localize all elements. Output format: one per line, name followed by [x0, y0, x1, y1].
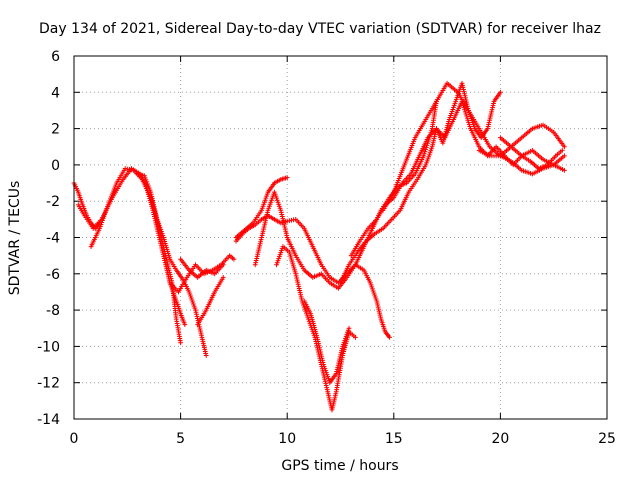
series-arc-12 [301, 298, 352, 386]
series-arc-16 [476, 122, 567, 159]
x-tick-label: 5 [176, 431, 185, 447]
data-points [71, 80, 567, 413]
data-point [498, 89, 503, 95]
series-arc-10 [252, 98, 439, 291]
y-tick-label: 6 [51, 49, 60, 65]
y-axis: -14 -12 -10 -8 -6 -4 -2 0 2 4 6 [37, 49, 607, 428]
y-tick-label: -2 [46, 194, 60, 210]
data-point [353, 334, 358, 340]
data-point [284, 175, 290, 181]
x-tick-label: 20 [491, 431, 509, 447]
y-axis-label: SDTVAR / TECUs [7, 181, 23, 296]
y-tick-label: -12 [37, 376, 60, 392]
data-point [387, 334, 392, 340]
series-arc-11 [274, 244, 358, 413]
chart-title: Day 134 of 2021, Sidereal Day-to-day VTE… [39, 21, 601, 37]
x-tick-label: 15 [385, 431, 403, 447]
x-tick-label: 10 [278, 431, 296, 447]
data-point [182, 322, 188, 328]
y-tick-label: 2 [51, 122, 60, 138]
series-arc-14 [348, 98, 565, 259]
series-arc-17 [498, 135, 567, 168]
data-point [561, 153, 567, 159]
x-axis-label: GPS time / hours [281, 458, 398, 474]
series-arc-15 [380, 80, 567, 213]
data-point [220, 275, 226, 280]
data-point [178, 340, 183, 346]
x-tick-label: 0 [70, 431, 79, 447]
series-arc-8 [233, 175, 290, 240]
data-point [559, 147, 565, 153]
series-arc-6 [178, 256, 226, 280]
series-arc-7 [195, 275, 226, 328]
y-tick-label: -10 [37, 339, 60, 355]
x-tick-label: 25 [598, 431, 616, 447]
data-point [346, 325, 352, 331]
y-tick-label: -6 [46, 267, 60, 283]
y-tick-label: -4 [46, 231, 60, 247]
y-tick-label: -14 [37, 412, 60, 428]
y-tick-label: -8 [46, 303, 60, 319]
data-point [203, 353, 209, 358]
data-point [231, 256, 237, 262]
data-point [220, 262, 226, 268]
x-axis: 0 5 10 15 20 25 [70, 56, 616, 447]
series-arc-13 [338, 80, 503, 286]
data-point [561, 144, 567, 150]
y-tick-label: 0 [51, 158, 60, 174]
data-point [561, 167, 567, 173]
y-tick-label: 4 [51, 85, 60, 101]
plot-frame [73, 55, 608, 420]
